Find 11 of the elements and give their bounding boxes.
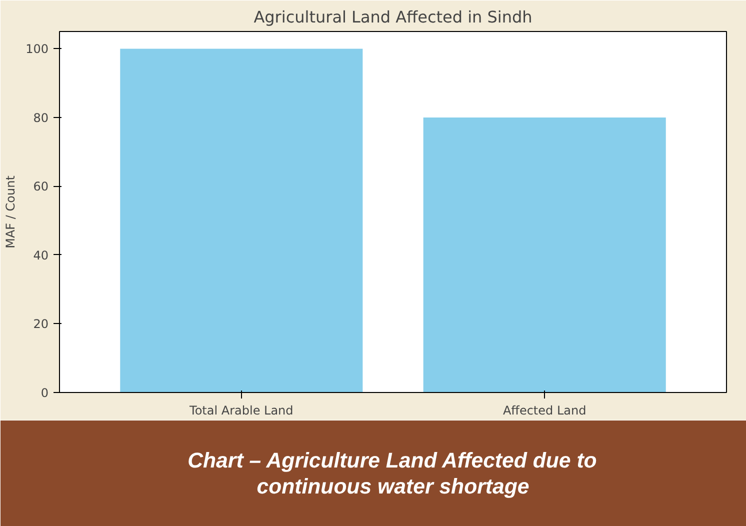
y-axis-title: MAF / Count bbox=[4, 175, 18, 248]
text: Chart – Agriculture Land Affected due to continuous water shortage bbox=[188, 448, 597, 499]
y-tick-label: 100 bbox=[26, 42, 48, 56]
y-tick-label: 80 bbox=[33, 110, 49, 125]
y-tick-label: 20 bbox=[33, 317, 49, 332]
x-tick-label: Total Arable Land bbox=[188, 404, 294, 418]
y-tick-label: 60 bbox=[33, 180, 49, 194]
chart-title: Agricultural Land Affected in Sindh bbox=[254, 8, 532, 26]
x-tick-label: Affected Land bbox=[502, 404, 586, 418]
y-tick-label: 40 bbox=[33, 248, 49, 262]
y-tick-label: 0 bbox=[40, 386, 49, 400]
